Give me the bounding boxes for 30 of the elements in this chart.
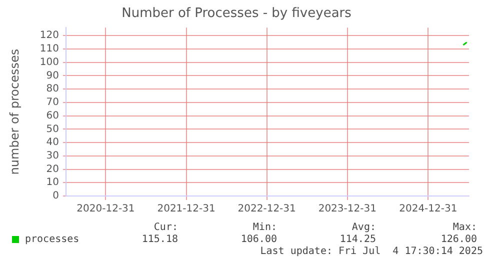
y-tick-label: 40 (46, 137, 59, 148)
x-tick-label: 2024-12-31 (399, 204, 458, 215)
text: Last update: Fri Jul 4 17:30:14 2025 (260, 246, 483, 257)
x-tick-label: 2020-12-31 (76, 204, 135, 215)
x-tick-label: 2021-12-31 (157, 204, 216, 215)
x-tick-label: 2022-12-31 (238, 204, 296, 215)
y-tick-label: 50 (46, 124, 59, 135)
y-tick-label: 0 (52, 190, 59, 202)
text: 114.25 (340, 234, 376, 245)
y-tick-label: 110 (40, 44, 59, 55)
y-tick-label: 80 (46, 84, 59, 95)
legend-label: processes (25, 234, 80, 245)
text: 126.00 (440, 234, 477, 245)
y-axis-title: number of processes (7, 48, 22, 175)
y-tick-label: 30 (46, 150, 59, 162)
chart-title: Number of Processes - by fiveyears (122, 6, 352, 22)
y-tick-label: 20 (46, 164, 59, 175)
x-tick-label: 2023-12-31 (318, 204, 376, 215)
y-tick-label: 100 (40, 56, 59, 68)
y-tick-label: 60 (46, 110, 59, 122)
text: 106.00 (240, 234, 277, 245)
text: Max: (452, 222, 477, 233)
y-tick-label: 70 (46, 97, 59, 108)
y-tick-label: 120 (40, 30, 59, 42)
y-tick-label: 90 (46, 70, 59, 82)
y-tick-label: 10 (46, 177, 59, 188)
text: 115.18 (142, 234, 178, 245)
text: Cur: (154, 222, 178, 233)
text: Min: (252, 222, 277, 233)
text: Avg: (352, 222, 376, 233)
